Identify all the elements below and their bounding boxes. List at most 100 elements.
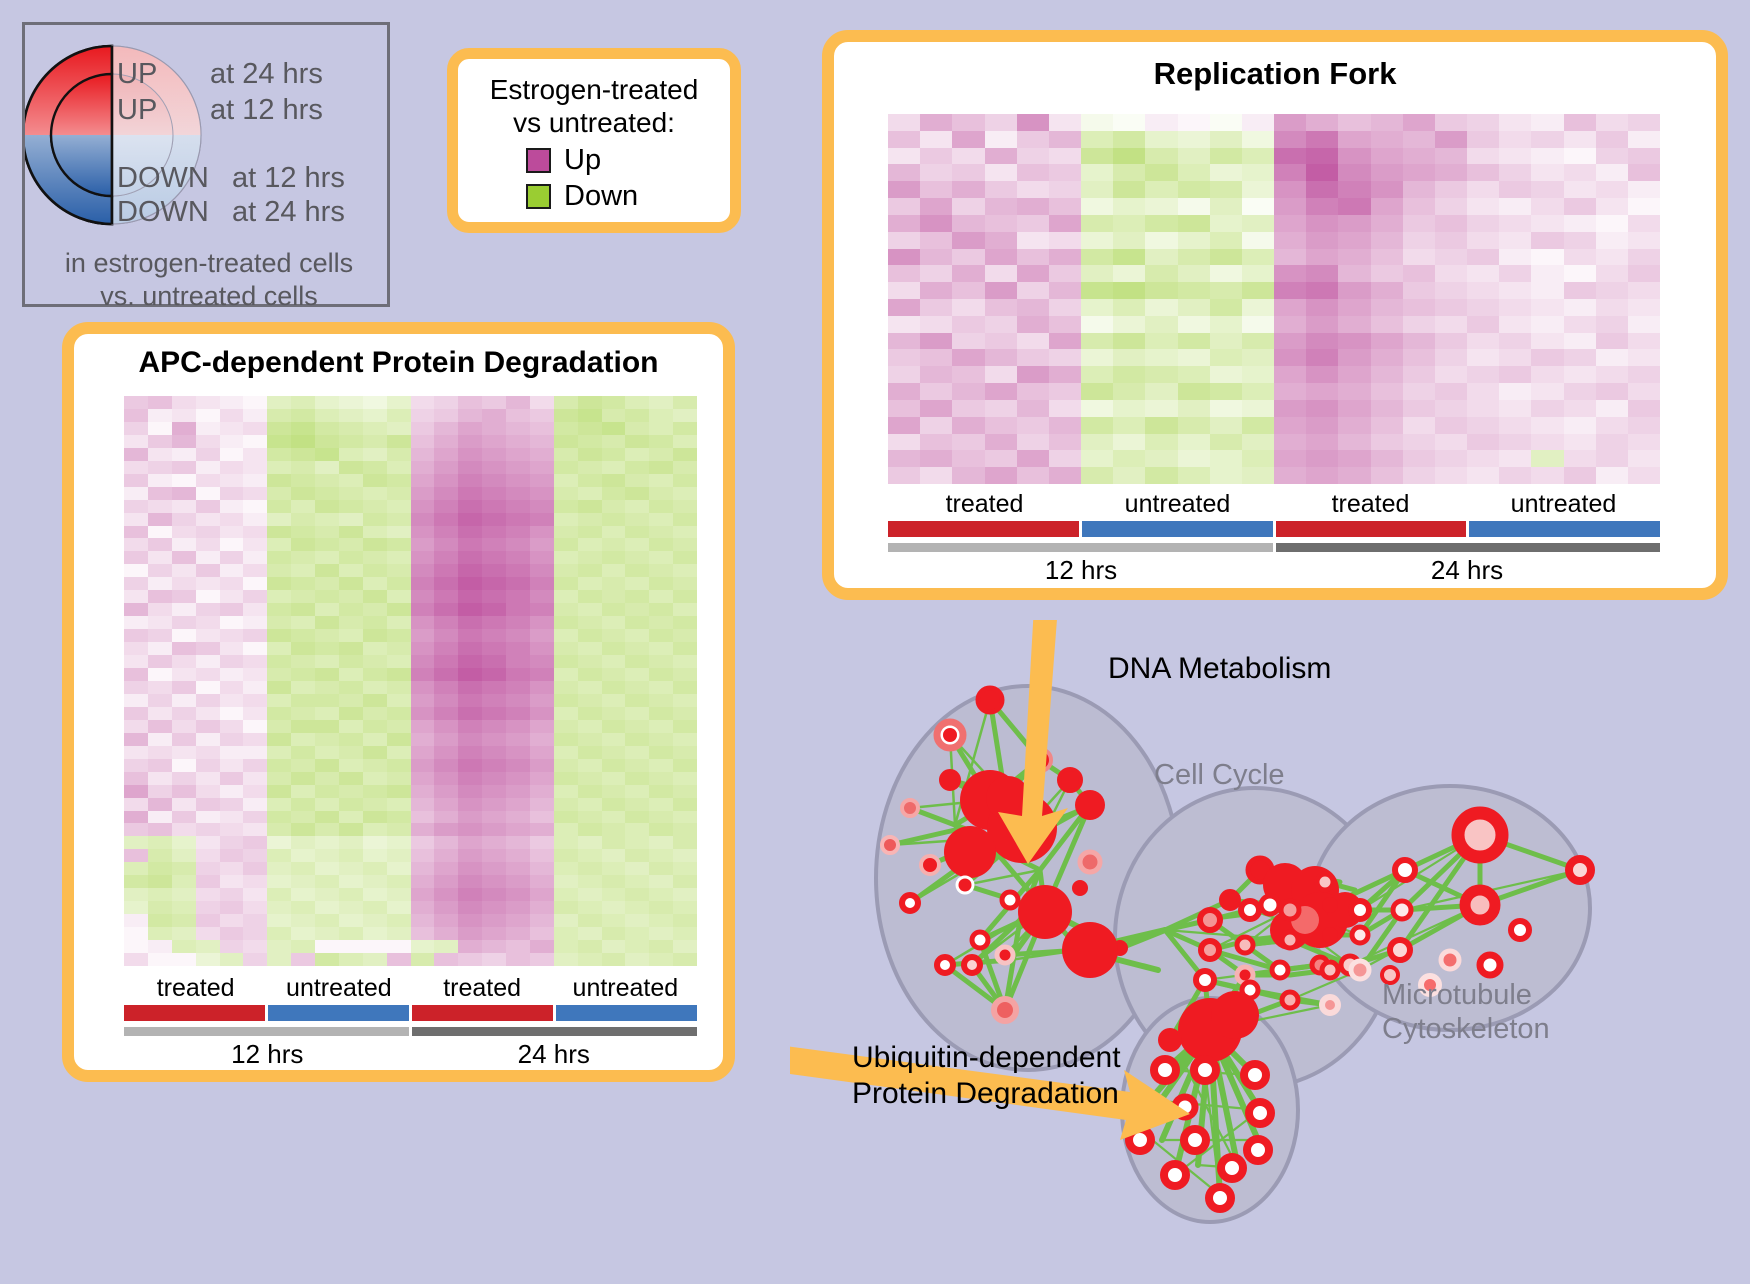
- heatmap-cell: [649, 577, 674, 591]
- heatmap-cell: [1241, 282, 1274, 299]
- heatmap-cell: [506, 655, 530, 669]
- heatmap-cell: [1306, 416, 1339, 434]
- heatmap-cell: [1241, 399, 1274, 417]
- heatmap-cell: [1048, 130, 1081, 148]
- heatmap-cell: [291, 693, 315, 707]
- heatmap-cell: [458, 888, 483, 902]
- heatmap-cell: [219, 901, 244, 915]
- heatmap-cell: [147, 797, 172, 811]
- heatmap-cell: [147, 434, 172, 448]
- heatmap-cell: [195, 668, 220, 681]
- heatmap-cell: [338, 616, 363, 630]
- heatmap-cell: [171, 758, 196, 772]
- heatmap-cell: [362, 421, 387, 435]
- heatmap-cell: [1627, 315, 1660, 333]
- heatmap-cell: [338, 914, 363, 928]
- heatmap-cell: [482, 940, 506, 954]
- heatmap-cell: [1081, 315, 1114, 333]
- sample-group-bar-segment: [1469, 521, 1660, 537]
- heatmap-cell: [291, 784, 315, 798]
- heatmap-cell: [673, 849, 697, 863]
- heatmap-cell: [577, 693, 602, 707]
- heatmap-cell: [1274, 299, 1307, 316]
- heatmap-cell: [1402, 416, 1435, 434]
- heatmap-cell: [649, 447, 674, 461]
- heatmap-cell: [1241, 450, 1274, 468]
- network-graph-svg: [0, 606, 1595, 1224]
- legend-row-2-direction: DOWN: [117, 162, 209, 194]
- heatmap-cell: [482, 862, 506, 876]
- heatmap-cell: [577, 888, 602, 902]
- legend-item-up-label: Up: [564, 144, 602, 176]
- heatmap-cell: [649, 823, 674, 837]
- heatmap-cell: [410, 849, 435, 863]
- heatmap-cell: [1627, 399, 1660, 417]
- heatmap-cell: [1402, 299, 1435, 316]
- heatmap-cell: [410, 771, 435, 785]
- heatmap-cell: [625, 784, 650, 798]
- heatmap-cell: [601, 564, 626, 578]
- heatmap-cell: [434, 927, 459, 941]
- heatmap-cell: [1113, 282, 1146, 299]
- heatmap-cell: [243, 706, 268, 720]
- heatmap-cell: [1499, 399, 1532, 417]
- heatmap-cell: [1338, 315, 1371, 333]
- heatmap-cell: [291, 745, 315, 759]
- heatmap-cell: [1177, 416, 1210, 434]
- heatmap-cell: [482, 680, 506, 694]
- heatmap-cell: [1113, 181, 1146, 199]
- heatmap-cell: [649, 849, 674, 863]
- heatmap-cell: [458, 590, 483, 604]
- heatmap-cell: [482, 875, 506, 889]
- heatmap-cell: [1434, 315, 1467, 333]
- heatmap-cell: [920, 467, 953, 484]
- heatmap-cell: [1370, 147, 1403, 165]
- heatmap-cell: [984, 248, 1017, 266]
- heatmap-cell: [458, 927, 483, 941]
- heatmap-cell: [147, 862, 172, 876]
- heatmap-cell: [1595, 416, 1628, 434]
- heatmap-cell: [1145, 349, 1178, 367]
- heatmap-cell: [625, 836, 650, 850]
- cluster-label-dna-metabolism: DNA Metabolism: [1108, 652, 1332, 685]
- heatmap-cell: [577, 655, 602, 669]
- heatmap-cell: [338, 564, 363, 578]
- heatmap-cell: [1113, 265, 1146, 283]
- heatmap-cell: [124, 784, 148, 798]
- heatmap-cell: [195, 953, 220, 966]
- heatmap-cell: [1048, 248, 1081, 266]
- heatmap-cell: [506, 396, 530, 409]
- heatmap-cell: [888, 366, 921, 384]
- heatmap-cell: [601, 914, 626, 928]
- heatmap-cell: [267, 927, 292, 941]
- heatmap-cell: [673, 888, 697, 902]
- heatmap-cell: [1177, 248, 1210, 266]
- heatmap-cell: [1370, 433, 1403, 451]
- heatmap-cell: [315, 901, 339, 915]
- heatmap-cell: [1113, 114, 1146, 131]
- heatmap-cell: [1274, 450, 1307, 468]
- heatmap-cell: [386, 655, 411, 669]
- heatmap-cell: [195, 901, 220, 915]
- heatmap-cell: [553, 551, 578, 565]
- heatmap-cell: [1370, 231, 1403, 249]
- heatmap-cell: [1209, 181, 1242, 199]
- heatmap-cell: [1402, 349, 1435, 367]
- heatmap-cell: [1177, 366, 1210, 384]
- heatmap-cell: [1209, 282, 1242, 299]
- heatmap-cell: [315, 577, 339, 591]
- heatmap-cell: [1595, 265, 1628, 283]
- heatmap-cell: [1177, 383, 1210, 400]
- heatmap-cell: [984, 332, 1017, 350]
- heatmap-cell: [1434, 147, 1467, 165]
- heatmap-cell: [124, 914, 148, 928]
- heatmap-cell: [1402, 399, 1435, 417]
- heatmap-cell: [315, 525, 339, 539]
- heatmap-cell: [952, 299, 985, 316]
- heatmap-cell: [673, 629, 697, 643]
- heatmap-cell: [1499, 248, 1532, 266]
- heatmap-cell: [482, 421, 506, 435]
- legend-footer: in estrogen-treated cells vs. untreated …: [25, 247, 393, 313]
- heatmap-cell: [434, 616, 459, 630]
- heatmap-cell: [1016, 332, 1049, 350]
